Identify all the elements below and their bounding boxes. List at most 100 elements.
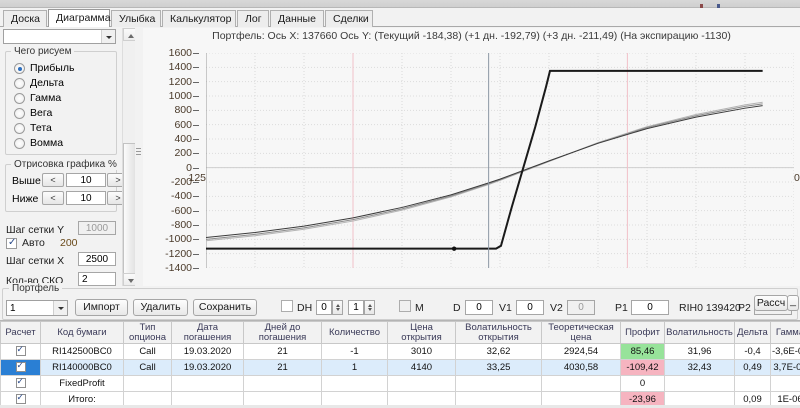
table-row[interactable]: FixedProfit0X bbox=[0, 375, 800, 392]
save-button[interactable]: Сохранить bbox=[193, 299, 257, 316]
cell-5[interactable]: 1 bbox=[321, 359, 388, 376]
cell-5[interactable] bbox=[321, 375, 388, 392]
v1-input[interactable]: 0 bbox=[516, 300, 544, 315]
portfolio-select[interactable]: 1 bbox=[6, 300, 68, 316]
import-button[interactable]: Импорт bbox=[75, 299, 128, 316]
tab-1[interactable]: Диаграмма bbox=[48, 9, 111, 27]
above-decrement-button[interactable]: < bbox=[42, 173, 64, 187]
cell-8[interactable]: 4030,58 bbox=[541, 359, 621, 376]
dh-number-1[interactable]: 0 bbox=[316, 300, 332, 315]
dh-number-1-spinner[interactable] bbox=[332, 300, 343, 315]
row-calc-checkbox[interactable] bbox=[0, 375, 41, 392]
cell-11[interactable]: 0,49 bbox=[734, 359, 771, 376]
column-header-5[interactable]: Количество bbox=[321, 321, 388, 344]
column-header-3[interactable]: Дата погашения bbox=[171, 321, 244, 344]
column-header-12[interactable]: Гамма bbox=[770, 321, 800, 344]
column-header-4[interactable]: Дней до погашения bbox=[243, 321, 322, 344]
radio-icon[interactable] bbox=[14, 138, 25, 149]
cell-9[interactable]: 85,46 bbox=[620, 343, 665, 360]
above-value[interactable]: 10 bbox=[66, 173, 106, 187]
d-input[interactable]: 0 bbox=[465, 300, 493, 315]
minimize-button[interactable]: _ bbox=[787, 295, 799, 311]
cell-5[interactable]: -1 bbox=[321, 343, 388, 360]
p1-input[interactable]: 0 bbox=[631, 300, 669, 315]
radio-icon[interactable] bbox=[14, 93, 25, 104]
grid-step-y-input[interactable]: 1000 bbox=[78, 221, 116, 235]
delete-button[interactable]: Удалить bbox=[133, 299, 188, 316]
checkbox-icon[interactable] bbox=[15, 345, 26, 357]
cell-2[interactable]: Call bbox=[123, 359, 172, 376]
below-value[interactable]: 10 bbox=[66, 191, 106, 205]
cell-9[interactable]: -109,42 bbox=[620, 359, 665, 376]
cell-1[interactable]: RI140000BC0 bbox=[40, 359, 124, 376]
dh-checkbox[interactable] bbox=[281, 300, 293, 312]
column-header-6[interactable]: Цена открытия bbox=[387, 321, 456, 344]
column-header-0[interactable]: Расчет bbox=[0, 321, 41, 344]
checkbox-icon[interactable] bbox=[15, 361, 26, 373]
checkbox-icon[interactable] bbox=[15, 393, 26, 405]
cell-10[interactable]: 31,96 bbox=[664, 343, 735, 360]
cell-8[interactable] bbox=[541, 375, 621, 392]
cell-3[interactable]: 19.03.2020 bbox=[171, 359, 244, 376]
dh-number-2-spinner[interactable] bbox=[364, 300, 375, 315]
tab-0[interactable]: Доска bbox=[3, 10, 47, 27]
radio-icon[interactable] bbox=[14, 78, 25, 89]
cell-3[interactable] bbox=[171, 375, 244, 392]
tab-3[interactable]: Калькулятор bbox=[162, 10, 236, 27]
column-header-10[interactable]: Волатильность bbox=[664, 321, 735, 344]
calculate-button[interactable]: Рассч bbox=[754, 295, 788, 311]
below-decrement-button[interactable]: < bbox=[42, 191, 64, 205]
column-header-7[interactable]: Волатильность открытия bbox=[455, 321, 542, 344]
cell-10[interactable]: 32,43 bbox=[664, 359, 735, 376]
cell-12[interactable] bbox=[770, 375, 800, 392]
cell-1[interactable]: FixedProfit bbox=[40, 375, 124, 392]
radio-icon[interactable] bbox=[14, 108, 25, 119]
grid-step-x-input[interactable]: 2500 bbox=[78, 252, 116, 266]
v2-input[interactable]: 0 bbox=[567, 300, 595, 315]
sko-count-input[interactable]: 2 bbox=[78, 272, 116, 286]
tab-4[interactable]: Лог bbox=[237, 10, 269, 27]
cell-11[interactable]: -0,4 bbox=[734, 343, 771, 360]
column-header-2[interactable]: Тип опциона bbox=[123, 321, 172, 344]
cell-7[interactable]: 33,25 bbox=[455, 359, 542, 376]
tab-5[interactable]: Данные bbox=[270, 10, 324, 27]
cell-10[interactable] bbox=[664, 375, 735, 392]
m-checkbox[interactable] bbox=[399, 300, 411, 312]
auto-grid-checkbox[interactable] bbox=[6, 237, 17, 249]
window-controls[interactable] bbox=[700, 1, 740, 9]
cell-4[interactable] bbox=[243, 375, 322, 392]
column-header-9[interactable]: Профит bbox=[620, 321, 665, 344]
cell-6[interactable] bbox=[387, 375, 456, 392]
column-header-11[interactable]: Дельта bbox=[734, 321, 771, 344]
panel-splitter[interactable] bbox=[135, 28, 143, 286]
cell-2[interactable] bbox=[123, 375, 172, 392]
tab-6[interactable]: Сделки bbox=[325, 10, 373, 27]
column-header-1[interactable]: Код бумаги bbox=[40, 321, 124, 344]
cell-12[interactable]: -3,6E-05 bbox=[770, 343, 800, 360]
chevron-down-icon[interactable] bbox=[53, 301, 67, 315]
left-panel-scrollbar[interactable] bbox=[122, 28, 136, 286]
table-row[interactable]: RI140000BC0Call19.03.2020211414033,25403… bbox=[0, 359, 800, 376]
cell-12[interactable]: 3,7E-05 bbox=[770, 359, 800, 376]
radio-icon[interactable] bbox=[14, 123, 25, 134]
cell-6[interactable]: 3010 bbox=[387, 343, 456, 360]
dh-number-2[interactable]: 1 bbox=[348, 300, 364, 315]
tab-2[interactable]: Улыбка bbox=[111, 10, 161, 27]
row-calc-checkbox[interactable] bbox=[0, 343, 41, 360]
window-control-dot-1[interactable] bbox=[700, 4, 703, 9]
column-header-8[interactable]: Теоретическая цена bbox=[541, 321, 621, 344]
radio-icon[interactable] bbox=[14, 63, 25, 74]
chart-plot-area[interactable] bbox=[206, 53, 794, 268]
window-control-dot-2[interactable] bbox=[717, 4, 720, 9]
table-row[interactable]: RI142500BC0Call19.03.202021-1301032,6229… bbox=[0, 343, 800, 360]
row-calc-checkbox[interactable] bbox=[0, 359, 41, 376]
cell-11[interactable] bbox=[734, 375, 771, 392]
instrument-combo[interactable] bbox=[3, 29, 116, 44]
chevron-down-icon[interactable] bbox=[101, 30, 115, 43]
cell-4[interactable]: 21 bbox=[243, 343, 322, 360]
cell-3[interactable]: 19.03.2020 bbox=[171, 343, 244, 360]
cell-2[interactable]: Call bbox=[123, 343, 172, 360]
cell-8[interactable]: 2924,54 bbox=[541, 343, 621, 360]
cell-9[interactable]: 0 bbox=[620, 375, 665, 392]
